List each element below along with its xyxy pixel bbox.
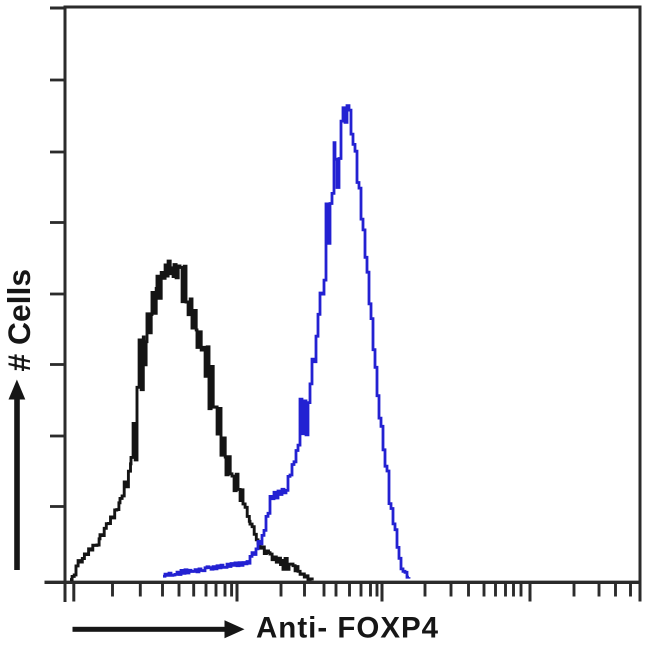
svg-text:Anti- FOXP4: Anti- FOXP4 <box>256 612 439 645</box>
svg-text:# Cells: # Cells <box>1 269 37 372</box>
